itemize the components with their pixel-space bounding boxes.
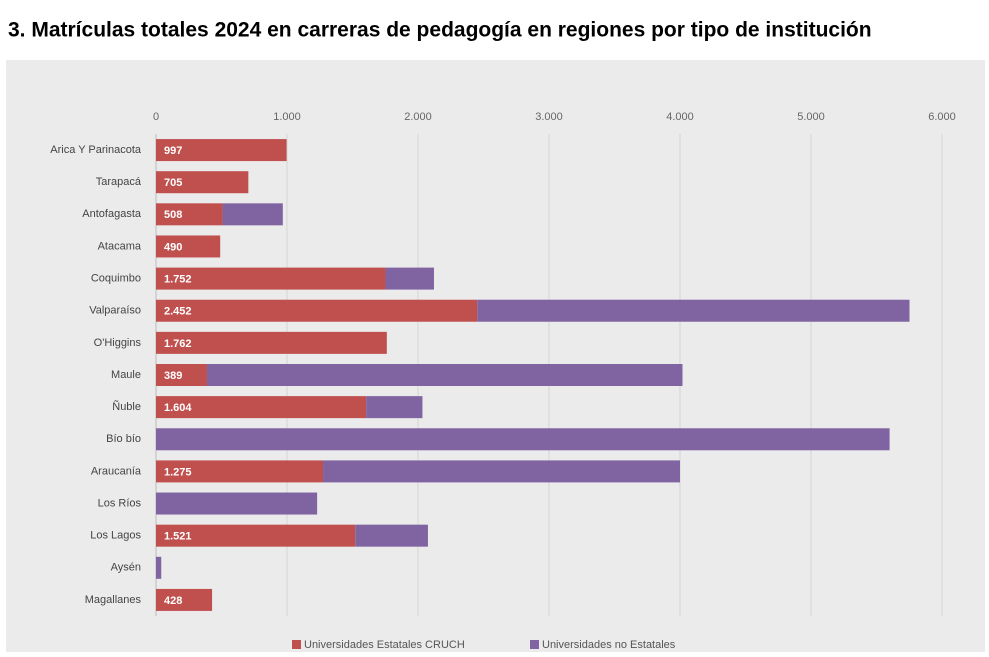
y-tick-label: Maule xyxy=(111,369,141,381)
bar-segment xyxy=(477,299,910,322)
y-tick-label: Arica Y Parinacota xyxy=(50,144,142,156)
chart-title: 3. Matrículas totales 2024 en carreras d… xyxy=(8,19,872,42)
legend-swatch xyxy=(530,640,539,649)
bar-segment xyxy=(156,556,162,579)
x-tick-label: 1.000 xyxy=(273,111,301,123)
bar-segment xyxy=(366,396,423,419)
y-tick-label: Tarapacá xyxy=(96,176,142,188)
bar-segment xyxy=(156,235,221,258)
y-tick-label: O'Higgins xyxy=(94,337,142,349)
bar-segment xyxy=(156,171,249,194)
bar-segment xyxy=(156,396,367,419)
bar-segment xyxy=(156,428,890,451)
data-label: 1.752 xyxy=(164,274,192,286)
data-label: 490 xyxy=(164,241,182,253)
legend-label: Universidades no Estatales xyxy=(542,639,676,651)
x-tick-label: 3.000 xyxy=(535,111,563,123)
legend-label: Universidades Estatales CRUCH xyxy=(304,639,465,651)
legend-swatch xyxy=(292,640,301,649)
bar-segment xyxy=(156,203,223,226)
data-label: 2.452 xyxy=(164,306,192,318)
bar-segment xyxy=(156,492,318,515)
data-label: 1.762 xyxy=(164,338,192,350)
y-tick-label: Coquimbo xyxy=(91,273,141,285)
bar-segment xyxy=(222,203,283,226)
bar-segment xyxy=(156,139,287,162)
plot-background xyxy=(6,60,985,652)
bar-segment xyxy=(156,331,387,354)
x-tick-label: 5.000 xyxy=(797,111,825,123)
x-tick-label: 2.000 xyxy=(404,111,432,123)
y-tick-label: Bío bío xyxy=(106,433,141,445)
data-label: 389 xyxy=(164,370,182,382)
y-tick-label: Magallanes xyxy=(85,594,142,606)
bar-segment xyxy=(156,299,478,322)
y-tick-label: Antofagasta xyxy=(82,208,142,220)
bar-segment xyxy=(206,364,683,386)
y-tick-label: Aysén xyxy=(111,562,141,574)
y-tick-label: Ñuble xyxy=(112,400,141,413)
data-label: 1.275 xyxy=(164,466,192,478)
bar-segment xyxy=(156,460,324,483)
bar-segment xyxy=(355,524,428,547)
bar-segment xyxy=(156,267,386,290)
y-tick-label: Valparaíso xyxy=(89,305,141,317)
bar-segment xyxy=(156,588,213,611)
data-label: 705 xyxy=(164,177,182,189)
data-label: 1.604 xyxy=(164,402,192,414)
y-tick-label: Los Ríos xyxy=(98,497,142,509)
x-tick-label: 6.000 xyxy=(928,111,956,123)
data-label: 508 xyxy=(164,209,182,221)
bar-segment xyxy=(385,267,434,290)
x-tick-label: 4.000 xyxy=(666,111,694,123)
y-tick-label: Araucanía xyxy=(91,465,142,477)
x-tick-label: 0 xyxy=(153,111,159,123)
data-label: 1.521 xyxy=(164,531,192,543)
bar-segment xyxy=(156,364,207,386)
y-tick-label: Los Lagos xyxy=(90,530,141,542)
y-tick-label: Atacama xyxy=(98,240,142,252)
bar-segment xyxy=(156,524,356,547)
data-label: 428 xyxy=(164,595,182,607)
bar-segment xyxy=(323,460,680,483)
data-label: 997 xyxy=(164,145,182,157)
